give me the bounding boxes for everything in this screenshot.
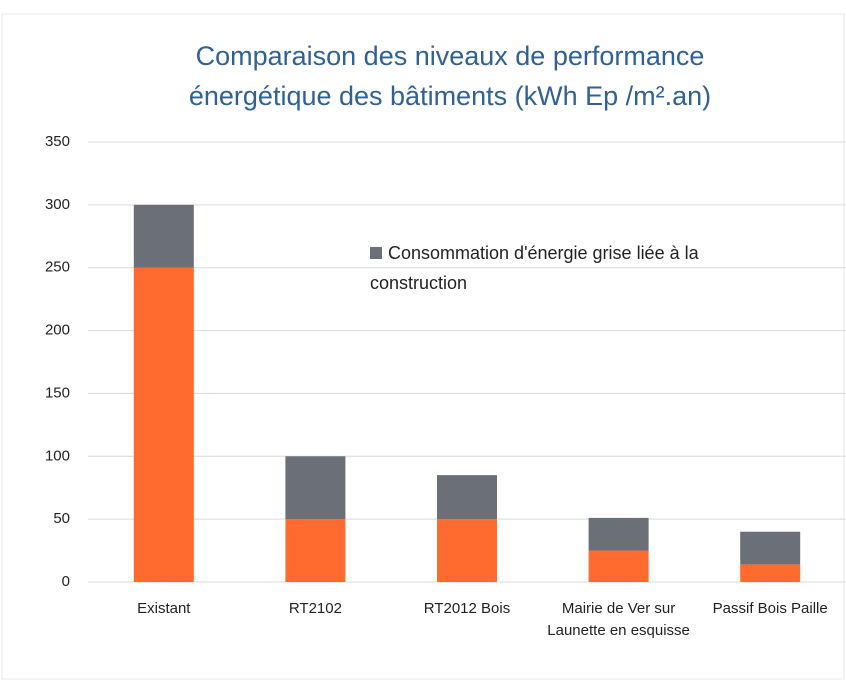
- bar-segment: [285, 519, 346, 582]
- bar-segment: [285, 456, 346, 520]
- y-tick-label: 350: [45, 133, 70, 150]
- bar-segment: [133, 204, 194, 268]
- bar-segment: [588, 550, 649, 582]
- chart-border: [1, 13, 845, 680]
- chart-title: Comparaison des niveaux de performance é…: [188, 41, 712, 111]
- x-tick-label: Passif Bois Paille: [712, 600, 828, 617]
- y-tick-label: 250: [45, 259, 70, 276]
- bar-segment: [740, 564, 801, 582]
- legend-label: Consommation d'énergie grise liée à la c…: [370, 243, 699, 293]
- legend-swatch: [370, 247, 382, 259]
- bar-segment: [437, 475, 497, 520]
- y-tick-label: 50: [53, 510, 70, 527]
- x-tick-label: RT2012 Bois: [423, 600, 511, 617]
- legend: Consommation d'énergie grise liée à la c…: [370, 238, 790, 298]
- y-tick-label: 200: [45, 322, 70, 339]
- x-tick-label: RT2102: [288, 600, 342, 617]
- bar-segment: [740, 531, 801, 565]
- y-tick-label: 150: [45, 384, 70, 401]
- y-tick-label: 100: [45, 447, 70, 464]
- x-tick-label: Mairie de Ver sur Launette en esquisse: [547, 600, 690, 639]
- bar-segment: [588, 517, 649, 551]
- bar-segment: [437, 519, 497, 582]
- y-tick-label: 300: [45, 196, 70, 213]
- bar-segment: [133, 267, 194, 582]
- x-tick-label: Existant: [137, 600, 191, 617]
- y-tick-label: 0: [62, 573, 70, 590]
